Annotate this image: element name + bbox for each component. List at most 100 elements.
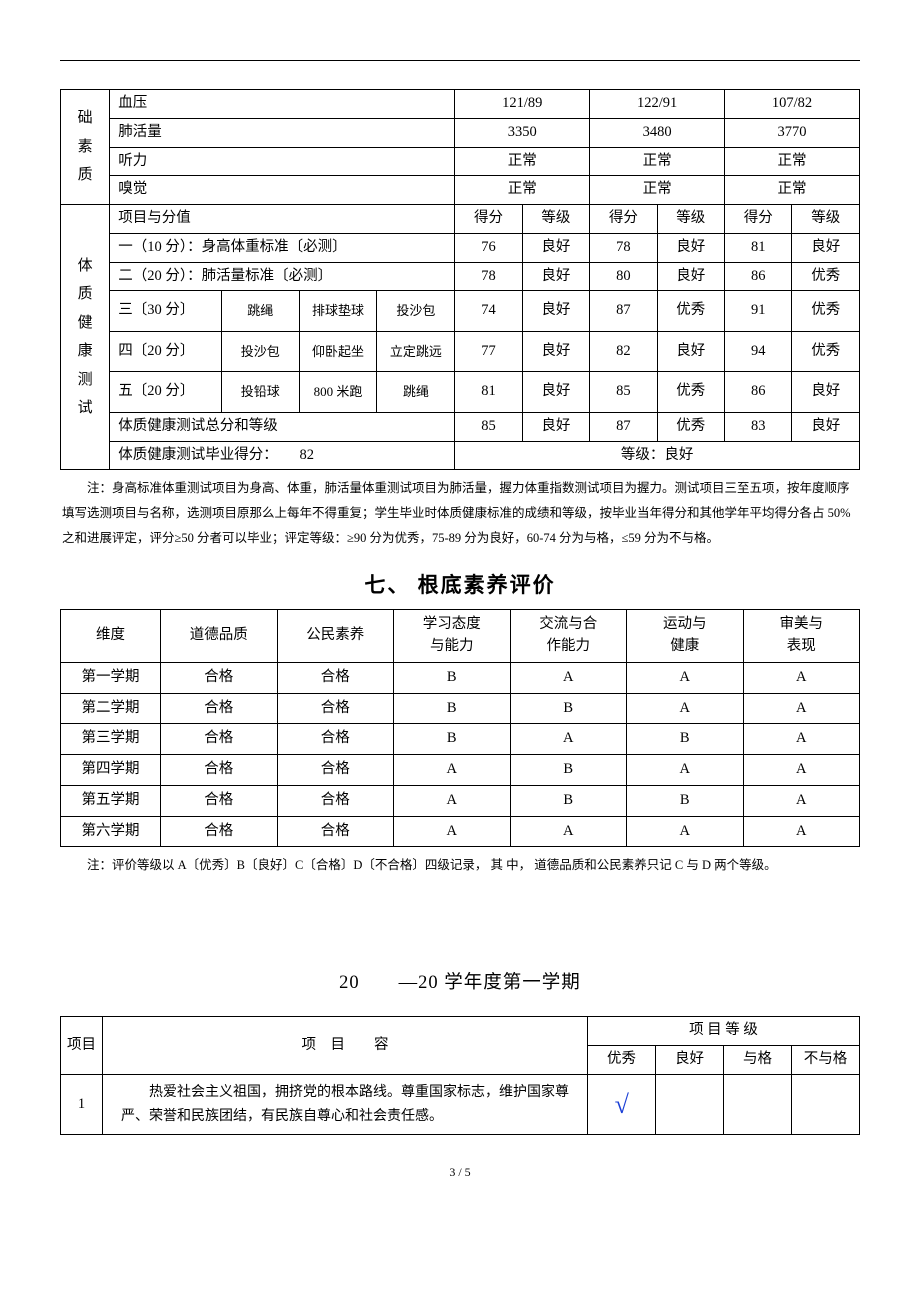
table-row: 二（20 分）：肺活量标准〔必测〕 78 良好 80 良好 86 优秀 [61, 262, 860, 291]
cell: 合格 [277, 816, 394, 847]
term-label: 第五学期 [61, 785, 161, 816]
grad-score: 82 [300, 447, 315, 463]
cell: A [743, 755, 860, 786]
table-row: 三〔30 分〕 跳绳 排球垫球 投沙包 74 良好 87 优秀 91 优秀 [61, 291, 860, 332]
header-grade: 等级 [522, 205, 589, 234]
cell: 合格 [277, 662, 394, 693]
cell: 80 [590, 262, 657, 291]
opt: 跳绳 [221, 291, 299, 332]
cell: 正常 [590, 176, 725, 205]
opt: 800 米跑 [299, 372, 377, 413]
cell: A [743, 693, 860, 724]
year-section-title: 20 —20 学年度第一学期 [60, 968, 860, 994]
cell: 94 [725, 331, 792, 372]
cell: 3480 [590, 118, 725, 147]
table-row: 体质健康测试总分和等级 85 良好 87 优秀 83 良好 [61, 412, 860, 441]
cell: 122/91 [590, 90, 725, 119]
row-label: 一（10 分）：身高体重标准〔必测〕 [110, 233, 455, 262]
cell: A [394, 755, 511, 786]
cell: 81 [725, 233, 792, 262]
table-row: 第六学期 合格 合格 A A A A [61, 816, 860, 847]
cell: A [743, 662, 860, 693]
term-label: 第六学期 [61, 816, 161, 847]
cell: A [394, 785, 511, 816]
row-label: 三〔30 分〕 [110, 291, 222, 332]
table-row: 第五学期 合格 合格 A B B A [61, 785, 860, 816]
header-score: 得分 [725, 205, 792, 234]
cell: 合格 [161, 755, 278, 786]
col-header: 运动与健康 [627, 610, 744, 663]
table-row: 体质健康测试 项目与分值 得分 等级 得分 等级 得分 等级 [61, 205, 860, 234]
cell: 合格 [161, 662, 278, 693]
table-row: 第一学期 合格 合格 B A A A [61, 662, 860, 693]
col-header: 交流与合作能力 [510, 610, 627, 663]
cell: A [510, 816, 627, 847]
cell: 91 [725, 291, 792, 332]
cell: A [743, 816, 860, 847]
cell: B [510, 755, 627, 786]
col-header: 维度 [61, 610, 161, 663]
top-rule [60, 60, 860, 61]
cell: 3770 [725, 118, 860, 147]
cell: 81 [455, 372, 522, 413]
cell: 83 [725, 412, 792, 441]
note-2: 注：评价等级以 A〔优秀〕B〔良好〕C〔合格〕D〔不合格〕四级记录， 其 中， … [62, 853, 858, 878]
cell: 优秀 [792, 291, 860, 332]
table-row: 第三学期 合格 合格 B A B A [61, 724, 860, 755]
cell: B [510, 693, 627, 724]
row-label: 二（20 分）：肺活量标准〔必测〕 [110, 262, 455, 291]
term-label: 第三学期 [61, 724, 161, 755]
row-label: 体质健康测试总分和等级 [110, 412, 455, 441]
literacy-eval-table: 维度 道德品质 公民素养 学习态度与能力 交流与合作能力 运动与健康 审美与表现… [60, 609, 860, 847]
table-row: 第四学期 合格 合格 A B A A [61, 755, 860, 786]
cell: 良好 [792, 412, 860, 441]
cell: 良好 [522, 331, 589, 372]
health-test-table: 础素质 血压 121/89 122/91 107/82 肺活量 3350 348… [60, 89, 860, 470]
page-number: 3 / 5 [60, 1165, 860, 1180]
table-row: 一（10 分）：身高体重标准〔必测〕 76 良好 78 良好 81 良好 [61, 233, 860, 262]
cell: 合格 [161, 785, 278, 816]
cell: 良好 [657, 262, 724, 291]
cell: 82 [590, 331, 657, 372]
col-header: 学习态度与能力 [394, 610, 511, 663]
opt: 投沙包 [377, 291, 455, 332]
col-header: 公民素养 [277, 610, 394, 663]
cell: 合格 [277, 785, 394, 816]
row-desc: 热爱社会主义祖国，拥挤党的根本路线。尊重国家标志，维护国家尊严、荣誉和民族团结，… [103, 1074, 588, 1135]
cell: B [510, 785, 627, 816]
cell: A [627, 693, 744, 724]
grade-cell-pass [724, 1074, 792, 1135]
cell: 85 [455, 412, 522, 441]
table-row: 1 热爱社会主义祖国，拥挤党的根本路线。尊重国家标志，维护国家尊严、荣誉和民族团… [61, 1074, 860, 1135]
opt: 排球垫球 [299, 291, 377, 332]
col-header: 不与格 [792, 1046, 860, 1075]
cell: 正常 [455, 176, 590, 205]
row-label: 血压 [110, 90, 455, 119]
cell: 合格 [277, 755, 394, 786]
col-header: 项 目 等 级 [588, 1017, 860, 1046]
table-row: 听力 正常 正常 正常 [61, 147, 860, 176]
cell: 86 [725, 372, 792, 413]
cell: 87 [590, 412, 657, 441]
grad-score-cell: 体质健康测试毕业得分： 82 [110, 441, 455, 470]
cell: 良好 [522, 291, 589, 332]
col-header: 项目 [61, 1017, 103, 1075]
header-grade: 等级 [657, 205, 724, 234]
opt: 跳绳 [377, 372, 455, 413]
cell: B [627, 724, 744, 755]
cell: B [627, 785, 744, 816]
table-row: 体质健康测试毕业得分： 82 等级：良好 [61, 441, 860, 470]
row-label: 嗅觉 [110, 176, 455, 205]
grad-label: 体质健康测试毕业得分： [118, 447, 278, 463]
grad-grade-label: 等级：良好 [621, 447, 694, 463]
table-header-row: 项目 项 目 容 项 目 等 级 [61, 1017, 860, 1046]
header-grade: 等级 [792, 205, 860, 234]
cell: 78 [590, 233, 657, 262]
cell: 优秀 [792, 262, 860, 291]
cell: 优秀 [657, 372, 724, 413]
cell: 85 [590, 372, 657, 413]
cell: A [627, 816, 744, 847]
col-header: 良好 [656, 1046, 724, 1075]
cell: A [743, 724, 860, 755]
cell: 良好 [657, 331, 724, 372]
